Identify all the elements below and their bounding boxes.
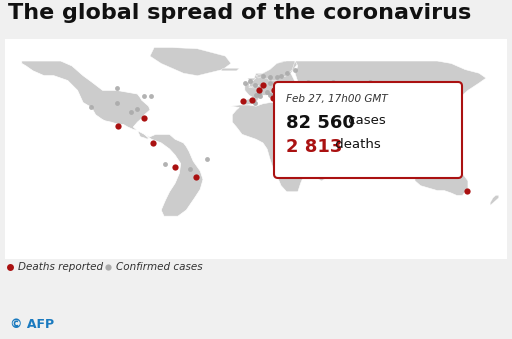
Text: deaths: deaths bbox=[331, 138, 381, 151]
Polygon shape bbox=[295, 61, 486, 161]
Polygon shape bbox=[144, 134, 203, 216]
Text: 82 560: 82 560 bbox=[286, 114, 355, 132]
Polygon shape bbox=[22, 61, 150, 139]
Polygon shape bbox=[389, 143, 420, 159]
Polygon shape bbox=[150, 47, 231, 76]
Polygon shape bbox=[242, 61, 301, 105]
Text: Confirmed cases: Confirmed cases bbox=[116, 262, 203, 272]
Polygon shape bbox=[418, 127, 426, 139]
Polygon shape bbox=[306, 110, 339, 134]
Polygon shape bbox=[316, 164, 326, 181]
Bar bbox=[5, 39, 507, 259]
Polygon shape bbox=[415, 164, 468, 196]
Text: The global spread of the coronavirus: The global spread of the coronavirus bbox=[8, 3, 471, 23]
Text: cases: cases bbox=[344, 114, 386, 127]
Polygon shape bbox=[393, 124, 401, 146]
Polygon shape bbox=[356, 84, 435, 127]
Polygon shape bbox=[351, 115, 385, 139]
Polygon shape bbox=[437, 98, 453, 112]
FancyBboxPatch shape bbox=[274, 82, 462, 178]
Text: Feb 27, 17h00 GMT: Feb 27, 17h00 GMT bbox=[286, 94, 388, 104]
Polygon shape bbox=[366, 138, 370, 142]
Polygon shape bbox=[429, 103, 437, 107]
Text: 2 813: 2 813 bbox=[286, 138, 343, 156]
Polygon shape bbox=[231, 103, 329, 192]
Polygon shape bbox=[256, 61, 295, 82]
Polygon shape bbox=[248, 78, 259, 88]
Text: Deaths reported: Deaths reported bbox=[18, 262, 103, 272]
Polygon shape bbox=[490, 196, 499, 205]
Text: © AFP: © AFP bbox=[10, 319, 54, 332]
Polygon shape bbox=[221, 68, 239, 71]
